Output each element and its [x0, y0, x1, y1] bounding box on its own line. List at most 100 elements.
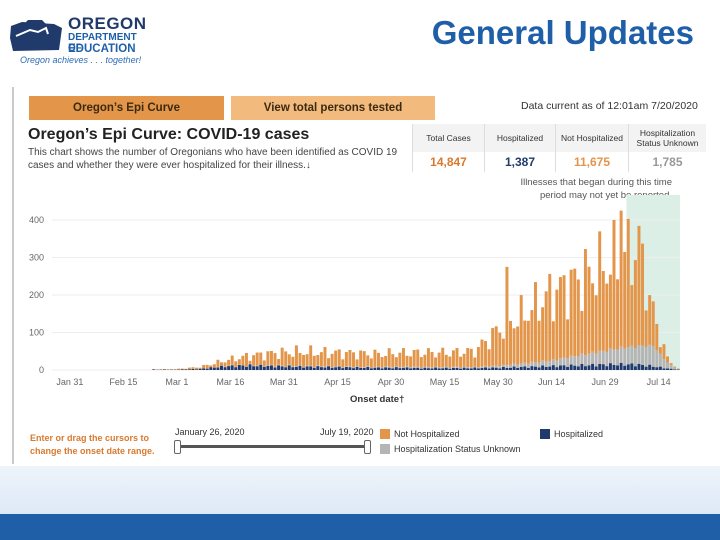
bar-segment — [655, 367, 659, 370]
bar-segment — [651, 366, 655, 370]
bar-segment — [598, 363, 602, 370]
bar-segment — [437, 368, 441, 370]
bar-segment — [202, 364, 206, 369]
bar-segment — [430, 368, 434, 370]
bar-segment — [366, 355, 370, 367]
bar-segment — [419, 357, 423, 368]
bar-segment — [212, 367, 216, 370]
bar-segment — [223, 367, 227, 370]
bar-segment — [580, 310, 584, 354]
bar-segment — [598, 350, 602, 364]
bar-segment — [362, 367, 366, 370]
bar-segment — [666, 362, 669, 369]
bar-segment — [569, 364, 573, 370]
bar-segment — [177, 368, 181, 370]
bar-segment — [234, 367, 238, 370]
bar-segment — [526, 363, 530, 368]
bar-segment — [437, 367, 441, 369]
bar-segment — [623, 252, 627, 349]
bar-segment — [619, 210, 623, 347]
chart-title: Oregon’s Epi Curve: COVID-19 cases — [28, 126, 310, 143]
bar-segment — [426, 367, 430, 369]
legend-status-unknown[interactable]: Hospitalization Status Unknown — [380, 444, 521, 454]
bar-segment — [455, 347, 459, 367]
bar-segment — [494, 365, 498, 368]
bar-segment — [494, 326, 498, 366]
bar-segment — [334, 367, 338, 370]
bar-segment — [491, 365, 495, 368]
bar-segment — [476, 346, 480, 368]
chart-subtitle: This chart shows the number of Oregonian… — [28, 147, 398, 171]
bar-segment — [409, 356, 413, 368]
bar-segment — [187, 367, 191, 370]
bar-segment — [648, 344, 652, 365]
bar-segment — [294, 366, 298, 367]
tab-total-tested[interactable]: View total persons tested — [231, 96, 435, 120]
bar-segment — [205, 368, 209, 370]
bar-segment — [608, 348, 612, 364]
bar-segment — [180, 368, 184, 370]
legend-swatch — [380, 429, 390, 439]
bar-segment — [330, 367, 334, 370]
slider-end-handle[interactable] — [364, 440, 371, 454]
bar-segment — [541, 365, 545, 370]
bar-segment — [369, 358, 373, 368]
legend-hospitalized[interactable]: Hospitalized — [540, 429, 603, 439]
bar-segment — [248, 364, 252, 370]
bar-segment — [305, 366, 309, 370]
bar-segment — [380, 367, 384, 369]
bar-segment — [209, 365, 213, 367]
bar-segment — [277, 365, 281, 370]
bar-segment — [387, 348, 391, 367]
bar-segment — [626, 364, 630, 370]
slider-start-handle[interactable] — [174, 440, 181, 454]
bar-segment — [244, 366, 248, 370]
y-tick-label: 400 — [29, 215, 44, 225]
bar-segment — [605, 283, 609, 352]
logo-line-1: OREGON — [68, 14, 147, 33]
slider-start-date[interactable]: January 26, 2020 — [175, 427, 245, 437]
bar-segment — [394, 357, 398, 367]
bar-segment — [630, 363, 634, 370]
bar-segment — [352, 368, 355, 370]
bar-segment — [501, 366, 505, 370]
x-tick-label: Jul 14 — [647, 377, 671, 387]
bar-segment — [241, 355, 245, 366]
bar-segment — [280, 365, 284, 367]
bar-segment — [312, 366, 316, 368]
bar-segment — [526, 320, 530, 364]
bar-segment — [387, 367, 391, 370]
bar-segment — [234, 361, 238, 367]
bar-segment — [666, 356, 669, 363]
bar-segment — [466, 348, 470, 368]
bar-segment — [566, 358, 570, 367]
bar-segment — [202, 368, 206, 370]
date-range-slider[interactable]: January 26, 2020 July 19, 2020 — [170, 427, 380, 455]
bar-segment — [519, 363, 523, 367]
bar-segment — [319, 367, 323, 370]
slider-track[interactable] — [178, 445, 368, 448]
bar-segment — [498, 368, 502, 370]
bar-segment — [519, 295, 523, 364]
bar-segment — [362, 351, 366, 368]
bar-segment — [462, 353, 466, 367]
slide-title: General Updates — [431, 14, 694, 51]
bar-segment — [391, 367, 395, 369]
y-tick-label: 200 — [29, 290, 44, 300]
bar-segment — [509, 320, 512, 365]
bar-segment — [633, 347, 637, 367]
bar-segment — [244, 352, 248, 367]
tab-epi-curve[interactable]: Oregon’s Epi Curve — [29, 96, 224, 120]
x-tick-label: Mar 1 — [165, 377, 188, 387]
bar-segment — [491, 328, 495, 366]
bar-segment — [580, 353, 584, 364]
slider-end-date[interactable]: July 19, 2020 — [320, 427, 374, 437]
legend-not-hospitalized[interactable]: Not Hospitalized — [380, 429, 460, 439]
bar-segment — [548, 273, 552, 361]
bar-segment — [359, 367, 363, 368]
bar-segment — [551, 365, 555, 370]
bar-segment — [509, 364, 512, 368]
bar-segment — [294, 345, 298, 367]
stat-label: Hospitalized — [485, 124, 555, 152]
bar-segment — [655, 350, 659, 368]
